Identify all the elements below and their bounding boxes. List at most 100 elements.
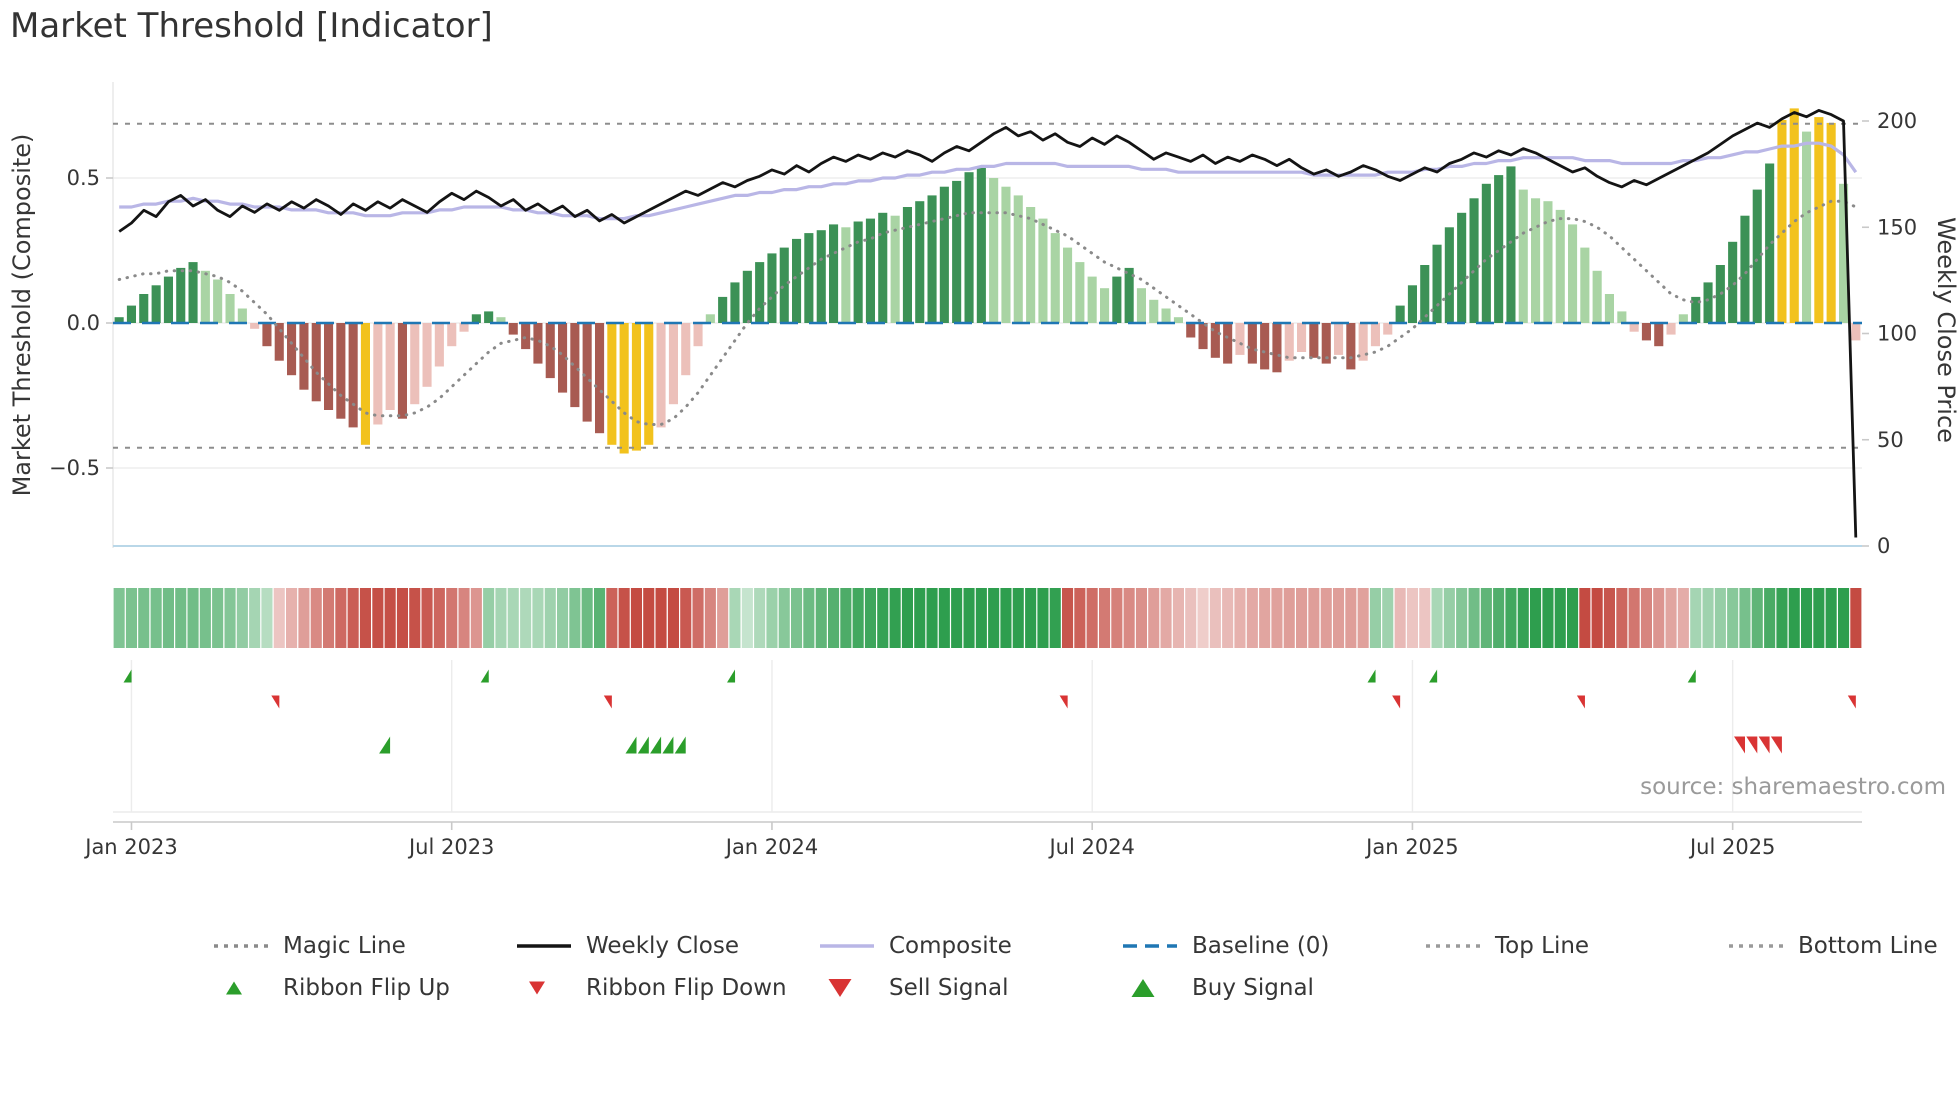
threshold-bar	[311, 323, 321, 402]
threshold-bar	[927, 195, 937, 323]
threshold-bar	[902, 207, 912, 323]
legend-item-magic-line: Magic Line	[212, 930, 515, 962]
threshold-bar	[1136, 288, 1146, 323]
ribbon-cell	[1554, 588, 1566, 648]
chart-title: Market Threshold [Indicator]	[10, 6, 493, 46]
triangle-down-swatch-icon	[828, 979, 852, 997]
threshold-bar	[1124, 267, 1134, 323]
threshold-bar	[1321, 323, 1331, 364]
ribbon-cell	[359, 588, 371, 648]
buy-signal-marker	[625, 736, 637, 754]
threshold-bar	[1568, 224, 1578, 323]
ribbon-cell	[1049, 588, 1061, 648]
threshold-bar	[1444, 227, 1454, 323]
threshold-bar	[890, 215, 900, 323]
ribbon-cell	[1505, 588, 1517, 648]
ribbon-cell	[926, 588, 938, 648]
ribbon-cell	[581, 588, 593, 648]
ribbon-cell	[1443, 588, 1455, 648]
ribbon-cell	[150, 588, 162, 648]
threshold-bar	[274, 323, 284, 361]
legend: Magic Line Weekly Close Composite Baseline …	[212, 930, 1960, 1004]
ribbon-cell	[1480, 588, 1492, 648]
ribbon-cell	[901, 588, 913, 648]
threshold-bar	[964, 172, 974, 323]
threshold-bar	[582, 323, 592, 422]
threshold-bar	[1555, 209, 1565, 323]
threshold-bar	[631, 323, 641, 451]
threshold-bar	[1740, 215, 1750, 323]
ribbon-cell	[1838, 588, 1850, 648]
ribbon-cell	[544, 588, 556, 648]
ribbon-cell	[261, 588, 273, 648]
ribbon-cell	[507, 588, 519, 648]
buy-signal-marker	[674, 736, 686, 754]
threshold-bar	[1777, 120, 1787, 323]
threshold-bar	[595, 323, 605, 434]
weekly-close-line	[118, 109, 1858, 538]
threshold-bar	[668, 323, 678, 405]
threshold-bar	[1728, 241, 1738, 323]
ribbon-cell	[1542, 588, 1554, 648]
threshold-bar	[878, 212, 888, 323]
threshold-bar	[619, 323, 629, 454]
threshold-bar	[1223, 323, 1233, 364]
ribbon-cell	[1468, 588, 1480, 648]
y-tick-label-left: −0.5	[49, 456, 100, 480]
ribbon-cell	[815, 588, 827, 648]
threshold-bar	[1309, 323, 1319, 358]
ribbon-flip-up-marker	[1429, 669, 1438, 683]
threshold-bar	[176, 267, 186, 323]
threshold-bar	[1420, 265, 1430, 323]
ribbon-cell	[667, 588, 679, 648]
threshold-bar	[976, 166, 986, 323]
triangle-down-small-swatch-icon	[529, 981, 545, 995]
threshold-bar	[681, 323, 691, 376]
ribbon-cell	[532, 588, 544, 648]
ribbon-cell	[1246, 588, 1258, 648]
threshold-bar	[853, 221, 863, 323]
ribbon-cell	[1234, 588, 1246, 648]
threshold-bar	[1198, 323, 1208, 350]
threshold-bar	[1161, 308, 1171, 323]
ribbon-cell	[125, 588, 137, 648]
ribbon-flip-down-marker	[1576, 695, 1585, 709]
threshold-bar	[471, 314, 481, 323]
ribbon-cell	[446, 588, 458, 648]
y-tick-label-right: 100	[1877, 322, 1917, 346]
y-tick-label-left: 0.0	[67, 311, 100, 335]
legend-item-top-line: Top Line	[1424, 930, 1727, 962]
threshold-bar	[1210, 323, 1220, 358]
ribbon-cell	[557, 588, 569, 648]
legend-item-bottom-line: Bottom Line	[1727, 930, 1960, 962]
ribbon-cell	[1259, 588, 1271, 648]
threshold-bar	[841, 227, 851, 323]
ribbon-flip-down-marker	[603, 695, 612, 709]
threshold-bar	[1457, 212, 1467, 323]
threshold-bar	[1839, 183, 1849, 323]
threshold-bar	[718, 296, 728, 323]
x-tick-label: Jul 2023	[407, 835, 494, 859]
threshold-bar	[1272, 323, 1282, 373]
ribbon-cell	[1283, 588, 1295, 648]
ribbon-flip-down-marker	[1392, 695, 1401, 709]
ribbon-cell	[864, 588, 876, 648]
ribbon-cell	[1345, 588, 1357, 648]
threshold-bar	[1001, 186, 1011, 323]
ribbon-cell	[1062, 588, 1074, 648]
threshold-bar	[705, 314, 715, 323]
ribbon-cell	[1801, 588, 1813, 648]
ribbon-cell	[1776, 588, 1788, 648]
threshold-bar	[1395, 305, 1405, 323]
line-dashed-swatch-icon	[1123, 944, 1177, 948]
threshold-bar	[1518, 189, 1528, 323]
legend-label: Ribbon Flip Down	[586, 975, 787, 1001]
threshold-bar	[656, 323, 666, 428]
legend-item-sell-signal: Sell Signal	[818, 972, 1121, 1004]
threshold-bar	[1481, 183, 1491, 323]
magic-line	[117, 199, 1858, 426]
threshold-bar	[397, 323, 407, 419]
threshold-bar	[1013, 195, 1023, 323]
ribbon-cell	[162, 588, 174, 648]
ribbon-cell	[704, 588, 716, 648]
